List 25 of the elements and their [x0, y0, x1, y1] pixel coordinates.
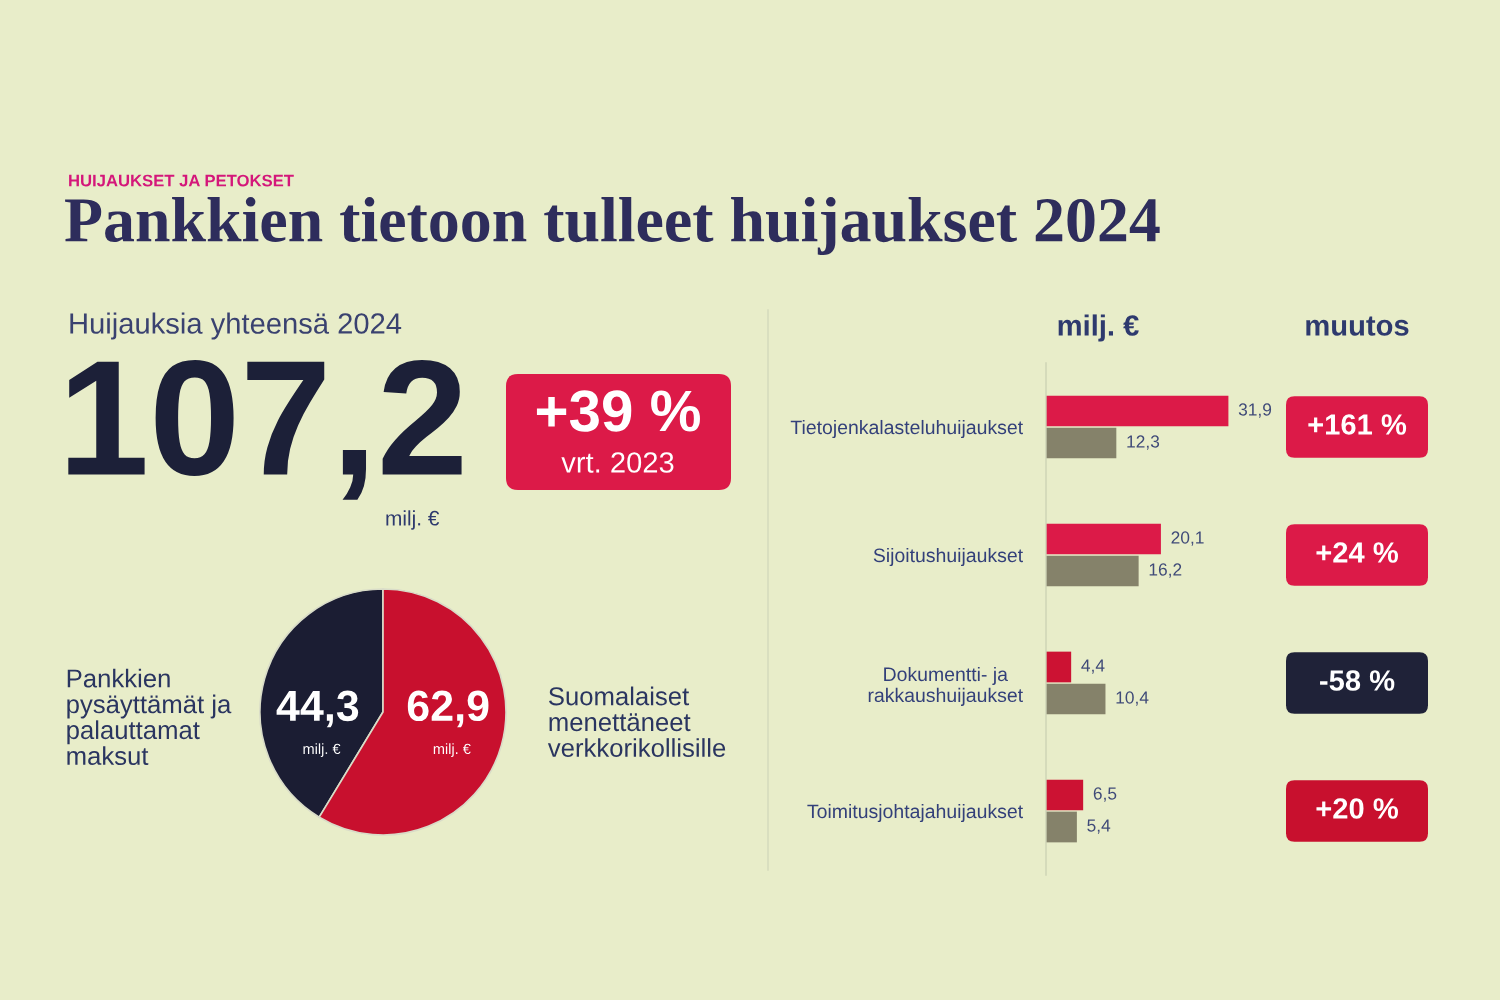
slice-label: Pankkien pysäyttämät ja palauttamat maksut — [67, 668, 232, 765]
data-label: 5,4 — [1087, 819, 1111, 834]
text: +24 % — [1316, 542, 1398, 563]
y-tick-label: Tietojenkalasteluhuijaukset — [790, 419, 1023, 439]
text: Pankkien tietoon tulleet huijaukset 2024 — [65, 197, 1160, 255]
text: +20 % — [1316, 798, 1398, 819]
y-tick-label: Dokumentti- ja rakkaushuijaukset — [868, 666, 1023, 706]
text: HUIJAUKSET JA PETOKSET — [69, 174, 294, 187]
text: milj. € — [386, 510, 440, 530]
slice-label: Suomalaiset menettäneet verkkorikollisille — [547, 686, 726, 758]
text: -58 % — [1320, 670, 1395, 691]
text: +161 % — [1308, 414, 1407, 435]
bar — [1046, 811, 1077, 843]
text: 107,2 — [68, 359, 462, 500]
bar — [1046, 779, 1084, 811]
text: muutos — [1306, 316, 1409, 336]
y-tick-label: Toimitusjohtajahuijaukset — [807, 803, 1023, 823]
text: Huijauksia yhteensä 2024 — [70, 312, 402, 340]
x-axis-title: milj. € — [1058, 314, 1139, 342]
text: vrt. 2023 — [561, 452, 674, 473]
bar — [1046, 651, 1072, 683]
data-label: 62,9 milj. € — [407, 690, 489, 757]
y-tick-label: Sijoitushuijaukset — [873, 547, 1023, 567]
data-label: 44,3 milj. € — [276, 690, 359, 757]
text: +39 % — [536, 390, 700, 432]
